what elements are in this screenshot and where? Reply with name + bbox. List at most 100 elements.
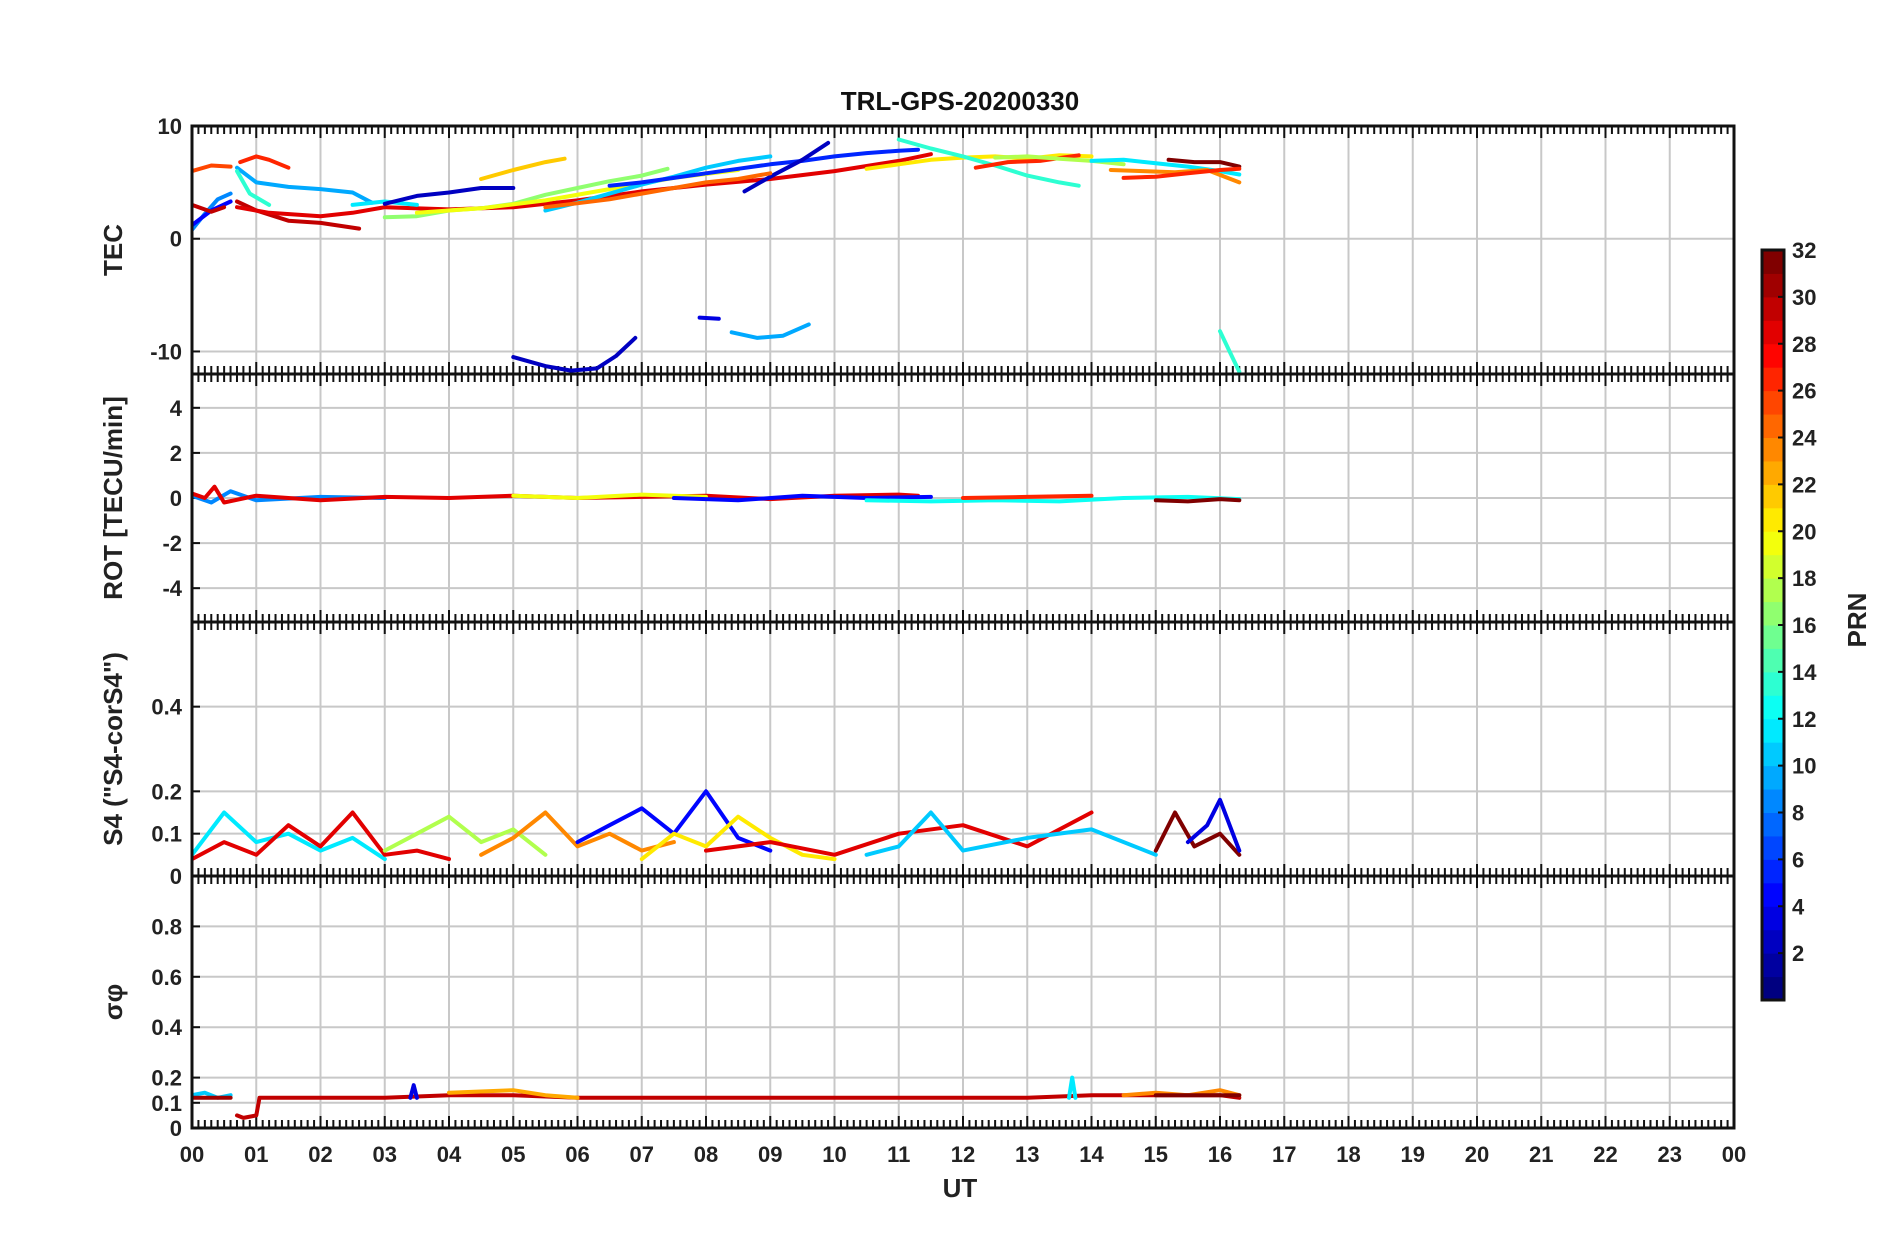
panel-s4: 0.4 0.2 0.1 0 S4 ("S4-corS4") bbox=[98, 620, 1736, 889]
colorbar-tick-label: 28 bbox=[1792, 332, 1816, 357]
y-tick-label: -4 bbox=[162, 576, 182, 601]
colorbar-swatch bbox=[1762, 367, 1784, 392]
x-tick-label: 03 bbox=[373, 1142, 397, 1167]
colorbar-tick-label: 6 bbox=[1792, 847, 1804, 872]
colorbar-swatch bbox=[1762, 953, 1784, 978]
x-tick-label: 16 bbox=[1208, 1142, 1232, 1167]
series-group bbox=[192, 1075, 1242, 1120]
y-tick-label: 0.2 bbox=[151, 1066, 182, 1091]
colorbar-tick-label: 30 bbox=[1792, 285, 1816, 310]
colorbar-tick-label: 4 bbox=[1792, 894, 1805, 919]
series-line-prn-22 bbox=[479, 156, 567, 181]
x-tick-label: 17 bbox=[1272, 1142, 1296, 1167]
y-tick-label: 0 bbox=[170, 864, 182, 889]
series-line-prn-21 bbox=[864, 153, 1094, 171]
series-line-prn-23 bbox=[447, 1088, 580, 1100]
colorbar-swatch bbox=[1762, 625, 1784, 649]
colorbar-swatch bbox=[1762, 976, 1784, 1001]
x-tick-label: 15 bbox=[1144, 1142, 1168, 1167]
x-tick-label: 23 bbox=[1658, 1142, 1682, 1167]
series-line-prn-14 bbox=[896, 137, 1081, 188]
x-tick-label: 12 bbox=[951, 1142, 975, 1167]
colorbar-tick-label: 24 bbox=[1792, 426, 1817, 451]
series-line-prn-32 bbox=[1153, 810, 1242, 857]
colorbar-swatch bbox=[1762, 765, 1784, 790]
colorbar-swatch bbox=[1762, 390, 1784, 415]
colorbar-tick-label: 22 bbox=[1792, 472, 1816, 497]
colorbar-tick-label: 10 bbox=[1792, 754, 1816, 779]
x-tick-label: 19 bbox=[1401, 1142, 1425, 1167]
panel-rot: 4 2 0 -2 -4 ROT [TECU/min] bbox=[98, 372, 1736, 624]
colorbar-tick-label: 18 bbox=[1792, 566, 1816, 591]
x-tick-label: 10 bbox=[822, 1142, 846, 1167]
series-line-prn-14 bbox=[1218, 329, 1242, 374]
colorbar-swatch bbox=[1762, 273, 1784, 298]
colorbar-swatch bbox=[1762, 835, 1784, 860]
x-tick-label: 08 bbox=[694, 1142, 718, 1167]
colorbar-swatch bbox=[1762, 554, 1784, 579]
series-line-prn-3 bbox=[742, 140, 831, 194]
y-axis-label-s4: S4 ("S4-corS4") bbox=[98, 652, 128, 846]
colorbar-swatch bbox=[1762, 648, 1784, 673]
y-axis-label-sigma: σφ bbox=[98, 984, 128, 1020]
series-line-prn-14 bbox=[235, 169, 272, 207]
series-line-prn-5 bbox=[671, 493, 933, 503]
colorbar-tick-label: 32 bbox=[1792, 238, 1816, 263]
series-line-prn-20 bbox=[511, 492, 708, 500]
x-tick-label: 01 bbox=[244, 1142, 268, 1167]
y-tick-label: 10 bbox=[158, 114, 182, 139]
series-line-prn-12 bbox=[192, 810, 387, 862]
series-line-prn-13 bbox=[864, 494, 1242, 504]
panel-frame bbox=[190, 874, 1736, 1130]
x-tick-label: 00 bbox=[180, 1142, 204, 1167]
y-tick-label: 0.4 bbox=[151, 1015, 182, 1040]
series-group bbox=[192, 137, 1242, 374]
colorbar-label: PRN bbox=[1842, 593, 1872, 648]
colorbar-swatch bbox=[1762, 882, 1784, 907]
colorbar-swatch bbox=[1762, 414, 1784, 438]
series-line-prn-4 bbox=[408, 1083, 419, 1100]
x-tick-label: 06 bbox=[565, 1142, 589, 1167]
series-line-prn-27 bbox=[961, 493, 1094, 500]
panel-tec: 10 0 -10 TEC bbox=[98, 114, 1736, 376]
y-tick-label: -10 bbox=[150, 339, 182, 364]
x-tick-label: 21 bbox=[1529, 1142, 1553, 1167]
colorbar-tick-label: 20 bbox=[1792, 519, 1816, 544]
colorbar-swatch bbox=[1762, 601, 1784, 626]
y-axis-label-rot: ROT [TECU/min] bbox=[98, 396, 128, 600]
y-tick-label: 0 bbox=[170, 227, 182, 252]
panel-sigma: 0.8 0.6 0.4 0.20.10 σφ bbox=[98, 874, 1736, 1141]
colorbar-swatch bbox=[1762, 695, 1784, 720]
x-tick-label: 00 bbox=[1722, 1142, 1746, 1167]
colorbar-tick-label: 26 bbox=[1792, 379, 1816, 404]
colorbar-tick-label: 8 bbox=[1792, 801, 1804, 826]
series-group bbox=[192, 484, 1242, 505]
colorbar-swatch bbox=[1762, 343, 1784, 368]
colorbar-swatch bbox=[1762, 460, 1784, 485]
y-tick-label: 0 bbox=[170, 1116, 182, 1141]
y-tick-label: 0.1 bbox=[151, 822, 182, 847]
series-line-prn-10 bbox=[729, 322, 811, 340]
colorbar-tick-label: 14 bbox=[1792, 660, 1817, 685]
colorbar-tick-label: 16 bbox=[1792, 613, 1816, 638]
x-tick-label: 07 bbox=[630, 1142, 654, 1167]
colorbar-swatch bbox=[1762, 437, 1784, 462]
x-tick-label: 18 bbox=[1336, 1142, 1360, 1167]
series-line-prn-3 bbox=[382, 186, 516, 206]
x-tick-label: 11 bbox=[887, 1142, 910, 1167]
y-tick-label: 0.4 bbox=[151, 695, 182, 720]
colorbar-swatch bbox=[1762, 789, 1784, 813]
series-line-prn-4 bbox=[697, 315, 721, 321]
series-line-prn-12 bbox=[350, 199, 419, 207]
series-line-prn-4 bbox=[1185, 797, 1242, 853]
series-line-prn-32 bbox=[1166, 157, 1242, 169]
y-tick-label: 0.6 bbox=[151, 965, 182, 990]
series-line-prn-9 bbox=[192, 489, 387, 505]
series-line-prn-25 bbox=[543, 171, 773, 210]
x-tick-label: 22 bbox=[1593, 1142, 1617, 1167]
y-tick-label: 0.8 bbox=[151, 914, 182, 939]
colorbar-swatch bbox=[1762, 507, 1784, 532]
colorbar-swatch bbox=[1762, 296, 1784, 321]
colorbar-swatch bbox=[1762, 906, 1784, 931]
